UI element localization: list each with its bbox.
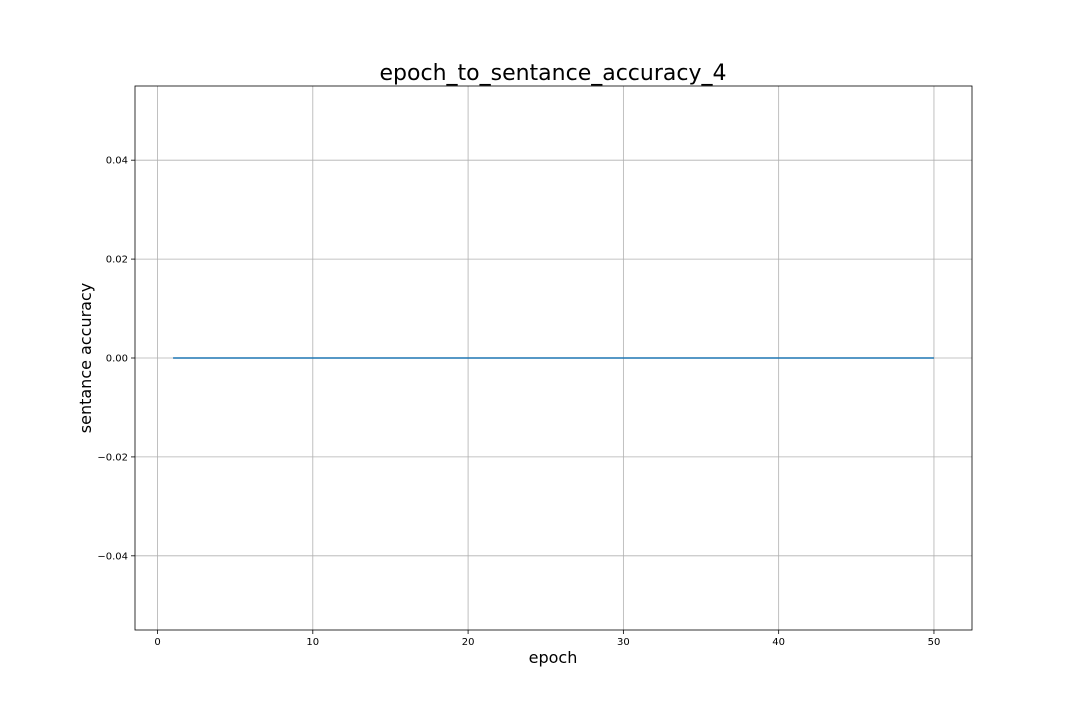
y-tick-label: 0.02 (106, 255, 128, 266)
x-tick-label: 10 (306, 637, 319, 648)
x-tick-label: 50 (928, 637, 941, 648)
y-axis-ticks: −0.04 −0.02 0.00 0.02 0.04 (97, 156, 135, 562)
y-tick-label: −0.04 (97, 551, 128, 562)
x-tick-label: 30 (617, 637, 630, 648)
x-tick-label: 20 (462, 637, 475, 648)
x-tick-label: 0 (154, 637, 160, 648)
y-axis-label: sentance accuracy (76, 283, 95, 433)
y-tick-label: −0.02 (97, 452, 128, 463)
y-tick-label: 0.00 (106, 354, 128, 365)
x-axis-ticks: 0 10 20 30 40 50 (154, 630, 940, 648)
chart-title: epoch_to_sentance_accuracy_4 (380, 61, 727, 86)
x-axis-label: epoch (529, 648, 578, 667)
x-tick-label: 40 (772, 637, 785, 648)
y-tick-label: 0.04 (106, 156, 128, 167)
